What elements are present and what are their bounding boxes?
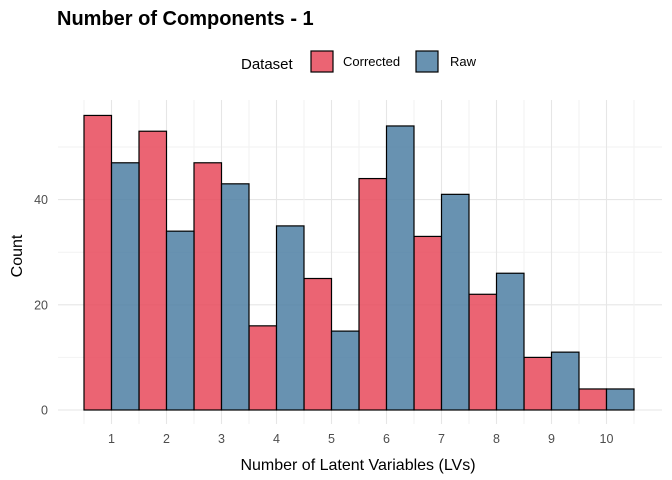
bar-raw-2: [165, 230, 195, 411]
bar-raw-5: [330, 330, 360, 411]
y-axis-ticks: 0 20 40: [34, 193, 48, 417]
bar-raw-9: [550, 351, 580, 411]
x-axis-title: Number of Latent Variables (LVs): [240, 457, 475, 474]
bar-corrected-8: [468, 293, 498, 411]
y-tick-label: 0: [41, 404, 48, 418]
bar-corrected-7: [413, 235, 443, 411]
bar-corrected-4: [248, 325, 278, 411]
x-tick-label: 3: [218, 432, 225, 446]
bar-raw-6: [385, 125, 415, 411]
bar-corrected-9: [523, 356, 553, 411]
x-tick-label: 1: [108, 432, 115, 446]
legend-label-corrected: Corrected: [343, 54, 400, 69]
bar-raw-4: [275, 225, 305, 411]
bar-raw-3: [220, 183, 250, 411]
legend-title: Dataset: [241, 56, 294, 73]
legend-key-raw: [415, 50, 439, 73]
bar-corrected-5: [303, 277, 333, 411]
x-tick-label: 2: [163, 432, 170, 446]
x-axis-ticks: 1 2 3 4 5 6 7 8 9 10: [108, 432, 613, 446]
bar-corrected-3: [193, 162, 223, 411]
bar-raw-7: [440, 193, 470, 411]
bars: [83, 114, 635, 411]
legend-key-corrected: [310, 50, 334, 73]
bar-raw-1: [110, 162, 140, 411]
x-tick-label: 8: [493, 432, 500, 446]
bar-corrected-2: [138, 130, 168, 411]
x-tick-label: 7: [438, 432, 445, 446]
x-tick-label: 6: [383, 432, 390, 446]
x-tick-label: 9: [548, 432, 555, 446]
chart-title: Number of Components - 1: [57, 8, 314, 30]
x-tick-label: 10: [600, 432, 614, 446]
legend-label-raw: Raw: [450, 54, 477, 69]
x-tick-label: 5: [328, 432, 335, 446]
y-tick-label: 40: [34, 193, 48, 207]
bar-raw-8: [495, 272, 525, 411]
x-tick-label: 4: [273, 432, 280, 446]
y-axis-title: Count: [9, 234, 26, 277]
bar-corrected-1: [83, 114, 113, 411]
bar-corrected-6: [358, 177, 388, 411]
legend: Dataset Corrected Raw: [241, 50, 477, 73]
bar-corrected-10: [578, 388, 608, 411]
y-tick-label: 20: [34, 298, 48, 312]
bar-raw-10: [605, 388, 635, 411]
